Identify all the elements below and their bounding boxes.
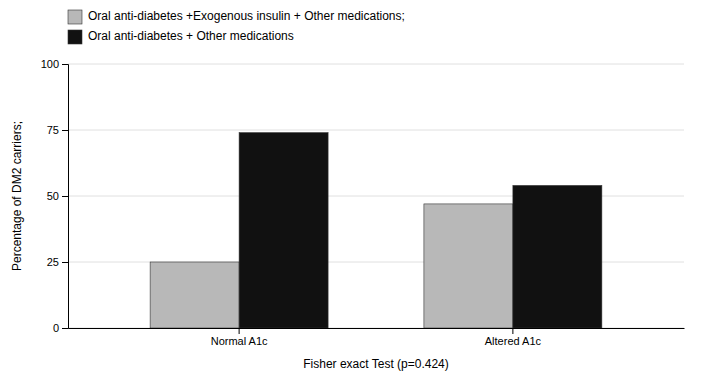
axis-line	[69, 328, 685, 329]
axis-line	[62, 65, 69, 329]
tick-mark	[62, 328, 68, 329]
legend-label: Oral anti-diabetes +Exogenous insulin + …	[88, 9, 405, 23]
bar	[239, 133, 328, 328]
bars	[150, 133, 602, 328]
y-axis-title: Percentage of DM2 carriers;	[10, 121, 24, 271]
tick-label: 100	[41, 58, 59, 70]
tick-label: 0	[53, 322, 59, 334]
bar	[150, 262, 239, 328]
y-axis: 0 25 50 75 100	[41, 58, 69, 334]
tick-mark	[62, 64, 68, 65]
tick: Normal A1c	[211, 328, 268, 347]
grid-line	[68, 64, 684, 65]
tick-label: Altered A1c	[485, 335, 542, 347]
tick-mark	[62, 130, 68, 131]
tick-mark	[62, 196, 68, 197]
tick-label: 25	[47, 256, 59, 268]
tick-mark	[62, 262, 68, 263]
x-axis: Normal A1c Altered A1c	[69, 328, 685, 347]
tick-mark	[239, 328, 240, 334]
tick-label: 75	[47, 124, 59, 136]
legend: Oral anti-diabetes +Exogenous insulin + …	[68, 9, 405, 44]
legend-swatch	[68, 30, 82, 44]
bar-series	[150, 204, 513, 328]
tick: 75	[47, 124, 68, 136]
tick: Altered A1c	[485, 328, 542, 347]
tick-mark	[512, 328, 513, 334]
bar	[424, 204, 513, 328]
chart: 0 25 50 75 100 Normal A1c Altered A1c Percentag…	[0, 0, 708, 380]
legend-item: Oral anti-diabetes + Other medications	[68, 29, 294, 44]
bar-series	[239, 133, 602, 328]
plot: 0 25 50 75 100 Normal A1c Altered A1c	[41, 58, 685, 347]
tick: 0	[53, 322, 68, 334]
bar	[513, 185, 602, 328]
legend-label: Oral anti-diabetes + Other medications	[88, 29, 294, 43]
legend-item: Oral anti-diabetes +Exogenous insulin + …	[68, 9, 405, 24]
tick-label: 50	[47, 190, 59, 202]
tick: 50	[47, 190, 68, 202]
tick: 25	[47, 256, 68, 268]
tick-label: Normal A1c	[211, 335, 268, 347]
x-axis-title: Fisher exact Test (p=0.424)	[303, 357, 449, 371]
grid	[68, 64, 684, 328]
legend-swatch	[68, 10, 82, 24]
tick: 100	[41, 58, 68, 70]
grid-line	[68, 130, 684, 131]
